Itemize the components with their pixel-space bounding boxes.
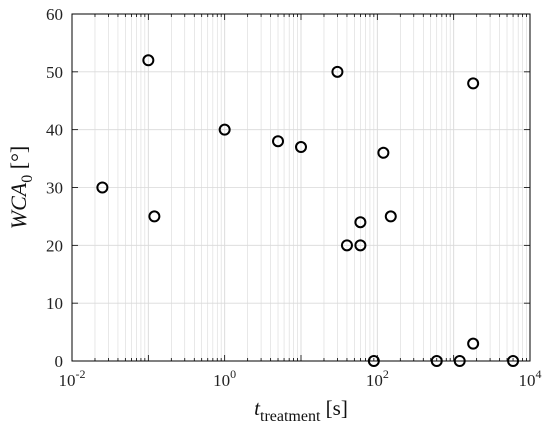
y-axis-label: WCA0 [°] [6, 146, 36, 229]
y-tick-label: 30 [46, 179, 63, 198]
tick-labels: 0 10 20 30 40 50 60 10-2 100 102 104 [46, 5, 542, 390]
data-point [218, 123, 231, 136]
x-tick-label: 100 [213, 367, 236, 390]
grid-lines [71, 13, 530, 362]
data-point [453, 355, 466, 367]
y-tick-label: 40 [46, 121, 63, 140]
data-point [377, 146, 390, 159]
plot-area-frame [71, 13, 531, 362]
data-point [295, 141, 307, 154]
y-tick-label: 10 [46, 294, 63, 313]
x-tick-label: 102 [366, 367, 389, 390]
data-point [467, 77, 480, 90]
data-point [354, 216, 367, 229]
data-point [354, 239, 367, 252]
x-tick-label: 10-2 [59, 367, 86, 390]
data-point [430, 355, 443, 367]
data-point [96, 181, 109, 194]
x-axis-label: ttreatment [s] [254, 396, 348, 425]
data-point [272, 135, 285, 148]
data-points [96, 54, 520, 367]
data-point [467, 337, 480, 350]
data-point [507, 355, 520, 367]
data-point [340, 239, 353, 252]
y-tick-label: 20 [46, 236, 63, 255]
data-point [367, 355, 380, 367]
y-tick-label: 60 [46, 5, 63, 24]
data-point [142, 54, 155, 67]
data-point [148, 210, 161, 223]
data-point [384, 210, 397, 223]
y-tick-label: 50 [46, 63, 63, 82]
data-point [331, 65, 344, 78]
x-tick-label: 104 [519, 367, 542, 390]
y-tick-label: 0 [55, 352, 64, 371]
